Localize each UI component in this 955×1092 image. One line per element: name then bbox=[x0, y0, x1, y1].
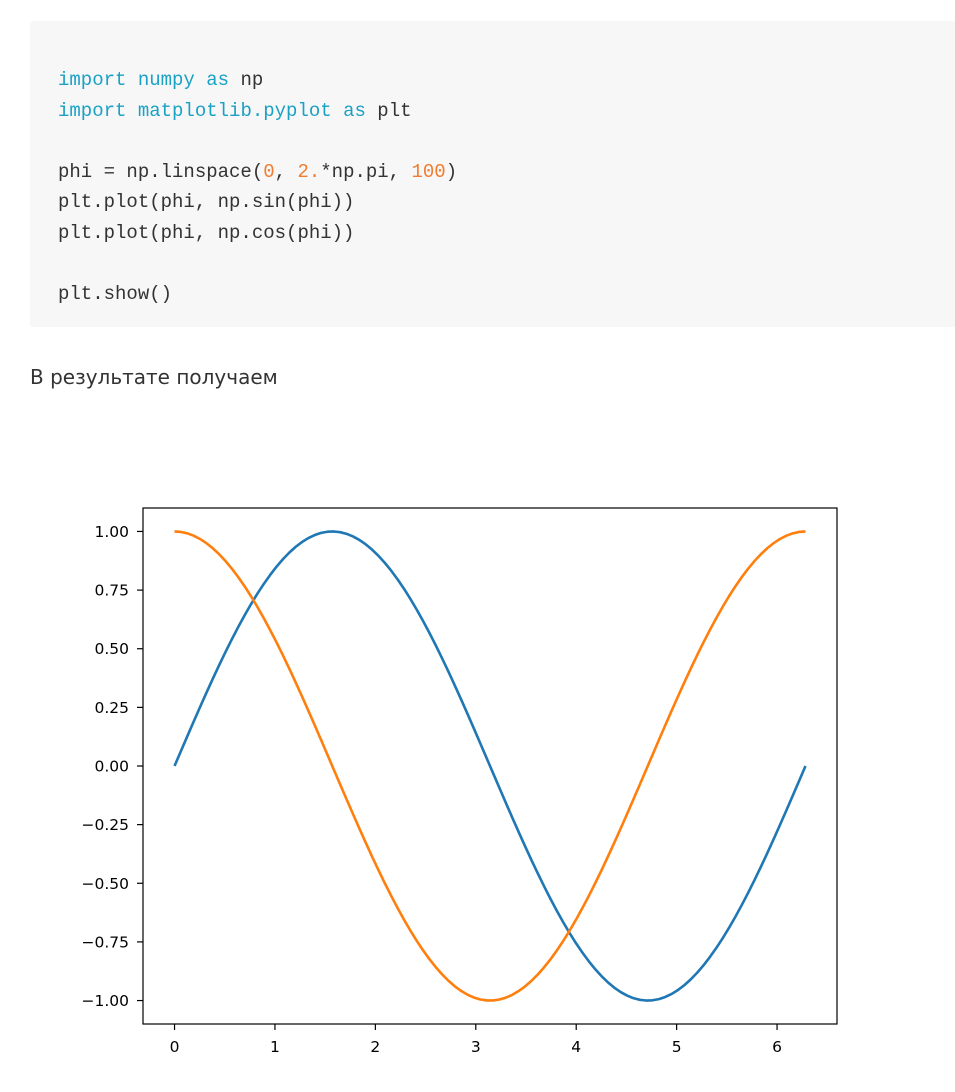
result-text: В результате получаем bbox=[30, 365, 278, 389]
code-line: import matplotlib.pyplot as plt bbox=[58, 96, 955, 127]
y-tick-label: 1.00 bbox=[94, 523, 129, 541]
y-axis-ticks: 1.00 0.75 0.50 0.25 0.00 −0.25 −0.50 −0.75 −1.00 bbox=[82, 523, 143, 1010]
code-token: np bbox=[229, 69, 264, 91]
code-token: , bbox=[274, 160, 298, 183]
code-token: *np.pi, bbox=[320, 160, 412, 183]
x-tick-label: 2 bbox=[370, 1038, 380, 1056]
code-token: matplotlib.pyplot bbox=[137, 99, 332, 122]
code-token: plt.plot(phi, np.cos(phi)) bbox=[58, 221, 355, 244]
code-token: plt bbox=[365, 99, 412, 122]
series-line-sin bbox=[173, 530, 807, 1002]
series-layer bbox=[173, 530, 807, 1002]
y-tick-label: 0.00 bbox=[94, 758, 129, 776]
code-token: 100 bbox=[411, 160, 446, 183]
y-tick-label: 0.50 bbox=[94, 640, 129, 658]
code-token: import bbox=[58, 69, 127, 91]
code-token: as bbox=[206, 69, 230, 91]
code-token: phi = np.linspace( bbox=[58, 160, 264, 183]
code-token: numpy bbox=[137, 69, 195, 91]
series-line-cos bbox=[174, 530, 806, 1002]
code-line: plt.plot(phi, np.sin(phi)) bbox=[58, 187, 955, 218]
code-token: plt.show() bbox=[58, 282, 173, 305]
code-token: import bbox=[58, 99, 127, 122]
code-token: plt.plot(phi, np.sin(phi)) bbox=[58, 191, 355, 213]
x-tick-label: 6 bbox=[772, 1038, 782, 1056]
code-token: as bbox=[343, 99, 366, 122]
code-lines: import numpy as np import matplotlib.pypl… bbox=[58, 65, 955, 309]
x-tick-label: 1 bbox=[270, 1038, 280, 1056]
x-tick-label: 3 bbox=[471, 1038, 481, 1056]
code-token: ) bbox=[445, 160, 458, 183]
code-line: import numpy as np bbox=[58, 65, 955, 96]
y-tick-label: −0.50 bbox=[82, 875, 130, 893]
y-tick-label: −0.25 bbox=[82, 816, 130, 834]
x-tick-label: 0 bbox=[170, 1038, 180, 1056]
code-line: phi = np.linspace(0, 2.*np.pi, 100) bbox=[58, 157, 955, 188]
x-tick-label: 4 bbox=[571, 1038, 581, 1056]
x-tick-label: 5 bbox=[672, 1038, 682, 1056]
code-line: plt.show() bbox=[58, 279, 955, 310]
code-line: plt.plot(phi, np.cos(phi)) bbox=[58, 218, 955, 249]
code-block: import numpy as np import matplotlib.pypl… bbox=[30, 21, 955, 327]
y-tick-label: −0.75 bbox=[82, 933, 130, 951]
y-tick-label: 0.25 bbox=[94, 699, 129, 717]
y-tick-label: −1.00 bbox=[82, 992, 130, 1010]
code-token: 2. bbox=[297, 160, 321, 183]
x-axis-ticks: 0 1 2 3 4 5 6 bbox=[170, 1024, 782, 1056]
code-token: 0 bbox=[263, 160, 275, 183]
y-tick-label: 0.75 bbox=[94, 582, 129, 600]
